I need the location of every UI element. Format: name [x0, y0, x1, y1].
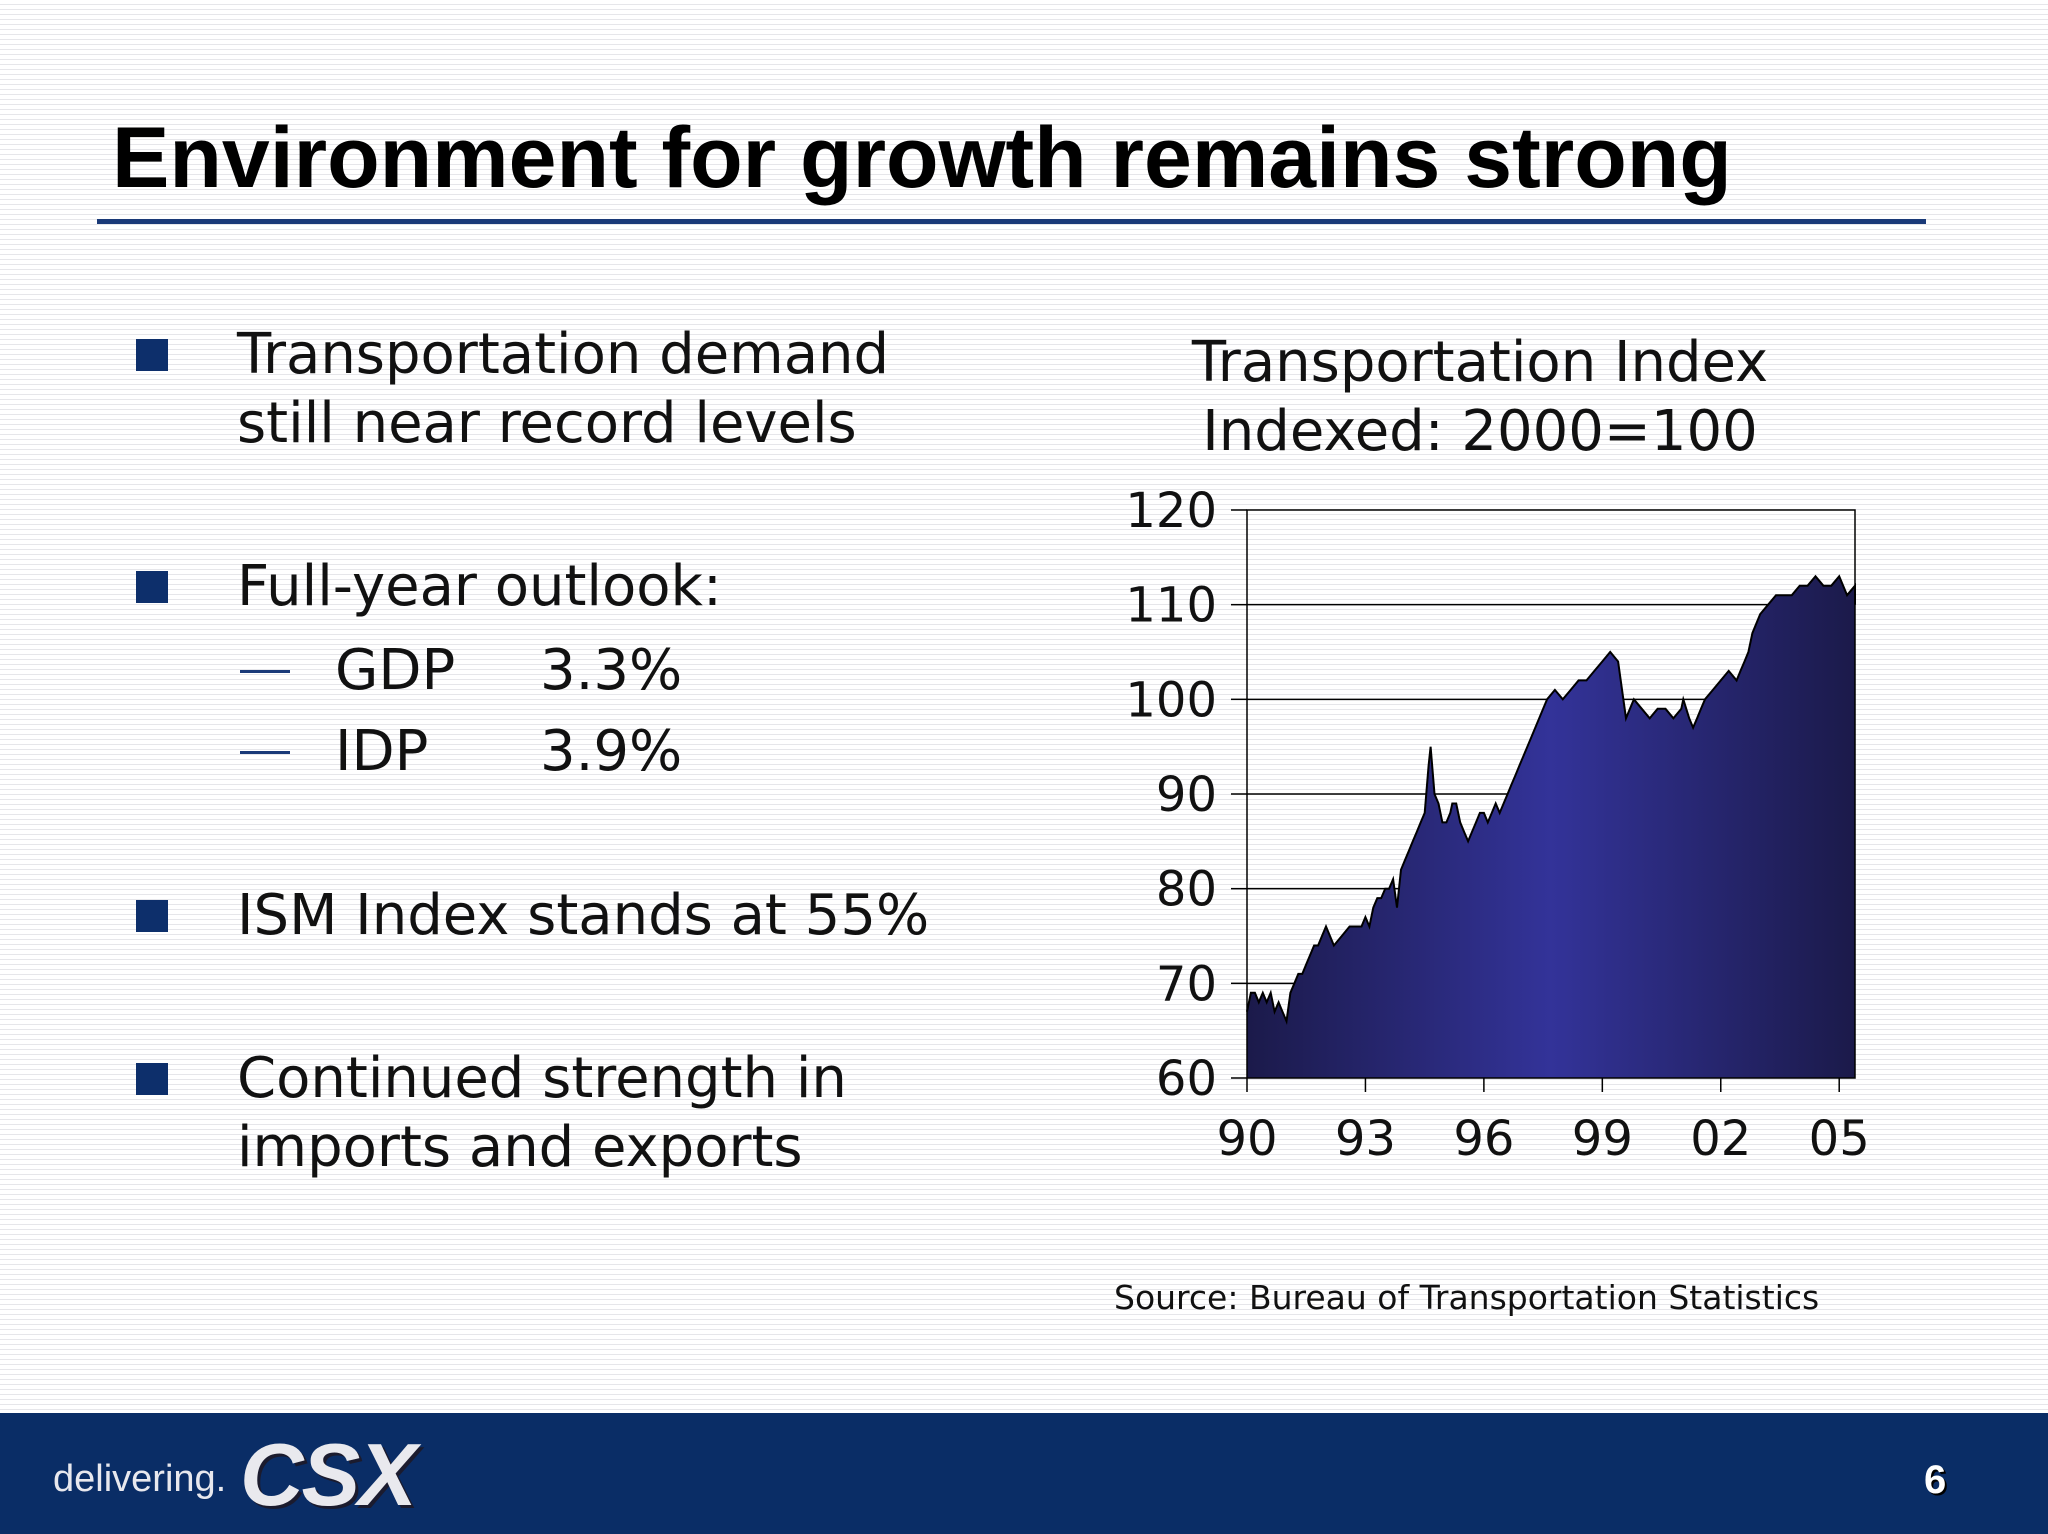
- x-tick-label: 90: [1216, 1111, 1277, 1167]
- page-number: 6: [1924, 1458, 1947, 1502]
- x-tick-label: 93: [1335, 1111, 1396, 1167]
- x-tick-label: 99: [1572, 1111, 1633, 1167]
- x-tick-label: 05: [1809, 1111, 1870, 1167]
- index-area: [1247, 576, 1855, 1078]
- outlook-gdp-label: GDP: [335, 638, 456, 703]
- outlook-idp-label: IDP: [335, 719, 429, 784]
- y-tick-label: 120: [1125, 483, 1217, 539]
- bullet-marker: [136, 1063, 168, 1095]
- sub-bullet-dash: [240, 751, 290, 754]
- y-tick-label: 100: [1125, 672, 1217, 728]
- outlook-gdp-value: 3.3%: [540, 638, 683, 703]
- chart-title-line2: Indexed: 2000=100: [1202, 399, 1758, 464]
- y-tick-label: 70: [1156, 956, 1217, 1012]
- outlook-idp-value: 3.9%: [540, 719, 683, 784]
- sub-bullet-dash: [240, 670, 290, 673]
- slide-title: Environment for growth remains strong: [112, 110, 1732, 206]
- bullet-marker: [136, 900, 168, 932]
- chart-title-line1: Transportation Index: [1191, 330, 1769, 395]
- bullet-marker: [136, 571, 168, 603]
- bullet-marker: [136, 339, 168, 371]
- x-tick-label: 02: [1690, 1111, 1751, 1167]
- source-note: Source: Bureau of Transportation Statist…: [1114, 1278, 1820, 1317]
- csx-logo: CSX: [240, 1425, 417, 1524]
- logo-tagline: delivering.: [53, 1458, 227, 1500]
- y-tick-label: 90: [1156, 767, 1217, 823]
- footer-bar: [0, 1413, 2048, 1534]
- bullet-transportation-demand-line2: still near record levels: [237, 391, 857, 456]
- y-tick-label: 110: [1125, 578, 1217, 634]
- bullet-imports-exports-line2: imports and exports: [237, 1115, 803, 1180]
- transportation-index-chart: 60 70 80 90 100 110 120 90 93 96 99 02 05: [1125, 483, 1870, 1167]
- title-underline: [97, 219, 1926, 224]
- y-tick-label: 60: [1156, 1051, 1217, 1107]
- bullet-imports-exports-line1: Continued strength in: [237, 1046, 847, 1111]
- y-tick-label: 80: [1156, 862, 1217, 918]
- plot-frame: [1246, 509, 1856, 1079]
- x-tick-label: 96: [1453, 1111, 1514, 1167]
- index-line: [1246, 574, 1856, 1025]
- bullet-transportation-demand-line1: Transportation demand: [237, 322, 890, 387]
- bullet-full-year-outlook: Full-year outlook:: [237, 554, 722, 619]
- bullet-ism-index: ISM Index stands at 55%: [237, 883, 930, 948]
